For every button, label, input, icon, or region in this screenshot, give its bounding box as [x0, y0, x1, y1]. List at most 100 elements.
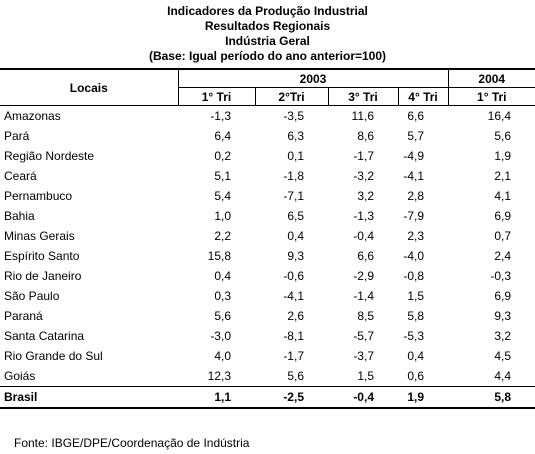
cell: -7,9 [403, 209, 425, 223]
row: Goiás 12,3 5,6 1,5 0,6 4,4 [0, 366, 535, 387]
place: Pernambuco [4, 189, 73, 203]
cell: 4,5 [494, 349, 512, 363]
cell: -3,2 [353, 169, 374, 183]
cell: 1,5 [357, 369, 374, 383]
row: Rio de Janeiro 0,4 -0,6 -2,9 -0,8 -0,3 [0, 266, 535, 286]
cell: -7,1 [283, 189, 304, 203]
cell: 0,4 [214, 269, 231, 283]
place: Goiás [4, 369, 36, 383]
row: São Paulo 0,3 -4,1 -1,4 1,5 6,9 [0, 286, 535, 306]
row: Pernambuco 5,4 -7,1 3,2 2,8 4,1 [0, 186, 535, 206]
place: Espírito Santo [4, 249, 80, 263]
row: Paraná 5,6 2,6 8,5 5,8 9,3 [0, 306, 535, 326]
place: Brasil [0, 386, 178, 409]
cell: 0,3 [214, 289, 231, 303]
cell: 6,5 [287, 209, 304, 223]
cell: -5,3 [403, 329, 425, 343]
source: Fonte: IBGE/DPE/Coordenação de Indústria [14, 436, 250, 450]
row: Espírito Santo 15,8 9,3 6,6 -4,0 2,4 [0, 246, 535, 266]
cell: -4,1 [283, 289, 304, 303]
cell: 4,1 [494, 189, 512, 203]
cell: 1,9 [398, 386, 449, 409]
cell: -1,4 [353, 289, 374, 303]
col-header: Locais [0, 68, 178, 106]
cell: 6,6 [407, 109, 425, 123]
cell: -3,5 [283, 109, 304, 123]
row: Pará 6,4 6,3 8,6 5,7 5,6 [0, 126, 535, 146]
subtitle: Resultados Regionais [204, 19, 331, 33]
cell: 0,7 [494, 229, 512, 243]
place: Amazonas [4, 109, 61, 123]
cell: 6,3 [287, 129, 304, 143]
cell: 12,3 [207, 369, 231, 383]
row: Brasil 1,1 -2,5 -0,4 1,9 5,8 [0, 386, 535, 409]
cell: 8,5 [357, 309, 374, 323]
cell: 3,2 [357, 189, 374, 203]
year-header: 2004 [447, 68, 535, 88]
row: Região Nordeste 0,2 0,1 -1,7 -4,9 1,9 [0, 146, 535, 166]
cell: -4,1 [403, 169, 425, 183]
cell: 1,0 [214, 209, 231, 223]
quarter-header: 2°Tri [254, 87, 328, 106]
quarter-header: 4° Tri [397, 87, 449, 106]
cell: 2,1 [494, 169, 512, 183]
place: Região Nordeste [4, 149, 95, 163]
cell: -0,4 [328, 386, 398, 409]
cell: 0,4 [287, 229, 304, 243]
place: Minas Gerais [4, 229, 75, 243]
cell: 5,1 [214, 169, 231, 183]
row: Amazonas -1,3 -3,5 11,6 6,6 16,4 [0, 106, 535, 127]
cell: 1,5 [407, 289, 425, 303]
titles: Indicadores da Produção Industrial Resul… [0, 4, 535, 64]
cell: -1,3 [353, 209, 374, 223]
cell: 6,9 [494, 209, 512, 223]
cell: 6,4 [214, 129, 231, 143]
cell: -5,7 [353, 329, 374, 343]
table: Locais 2003 2004 1° Tri 2°Tri 3° Tri 4° Tri… [0, 68, 535, 409]
row: Minas Gerais 2,2 0,4 -0,4 2,3 0,7 [0, 226, 535, 246]
cell: 0,1 [287, 149, 304, 163]
cell: -4,0 [403, 249, 425, 263]
place: Pará [4, 129, 30, 143]
year-header: 2003 [177, 68, 449, 88]
cell: -0,8 [403, 269, 425, 283]
place: Bahia [4, 209, 35, 223]
cell: 0,6 [407, 369, 425, 383]
cell: 2,4 [494, 249, 512, 263]
cell: -1,7 [353, 149, 374, 163]
row: Santa Catarina -3,0 -8,1 -5,7 -5,3 3,2 [0, 326, 535, 346]
cell: -2,9 [353, 269, 374, 283]
cell: 11,6 [351, 109, 374, 123]
cell: -4,9 [403, 149, 425, 163]
cell: 5,7 [407, 129, 425, 143]
cell: 3,2 [494, 329, 512, 343]
cell: 2,6 [287, 309, 304, 323]
cell: -2,5 [255, 386, 328, 409]
cell: 5,8 [448, 386, 535, 409]
cell: 1,1 [178, 386, 255, 409]
title: Indicadores da Produção Industrial [167, 4, 368, 18]
cell: 5,6 [494, 129, 512, 143]
cell: 6,6 [357, 249, 374, 263]
cell: 4,4 [494, 369, 512, 383]
cell: 0,2 [214, 149, 231, 163]
cell: 5,4 [214, 189, 231, 203]
cell: 5,6 [214, 309, 231, 323]
place: Rio Grande do Sul [4, 349, 103, 363]
cell: 2,3 [407, 229, 425, 243]
cell: -1,7 [283, 349, 304, 363]
row: Ceará 5,1 -1,8 -3,2 -4,1 2,1 [0, 166, 535, 186]
cell: -1,3 [210, 109, 231, 123]
cell: -0,6 [283, 269, 304, 283]
subject: Indústria Geral [225, 34, 310, 48]
place: Rio de Janeiro [4, 269, 82, 283]
cell: 1,9 [494, 149, 512, 163]
cell: -3,0 [210, 329, 231, 343]
quarter-header: 3° Tri [327, 87, 398, 106]
cell: 2,2 [214, 229, 231, 243]
cell: 5,6 [287, 369, 304, 383]
place: São Paulo [4, 289, 60, 303]
cell: 16,4 [487, 109, 512, 123]
place: Santa Catarina [4, 329, 85, 343]
cell: 15,8 [207, 249, 231, 263]
